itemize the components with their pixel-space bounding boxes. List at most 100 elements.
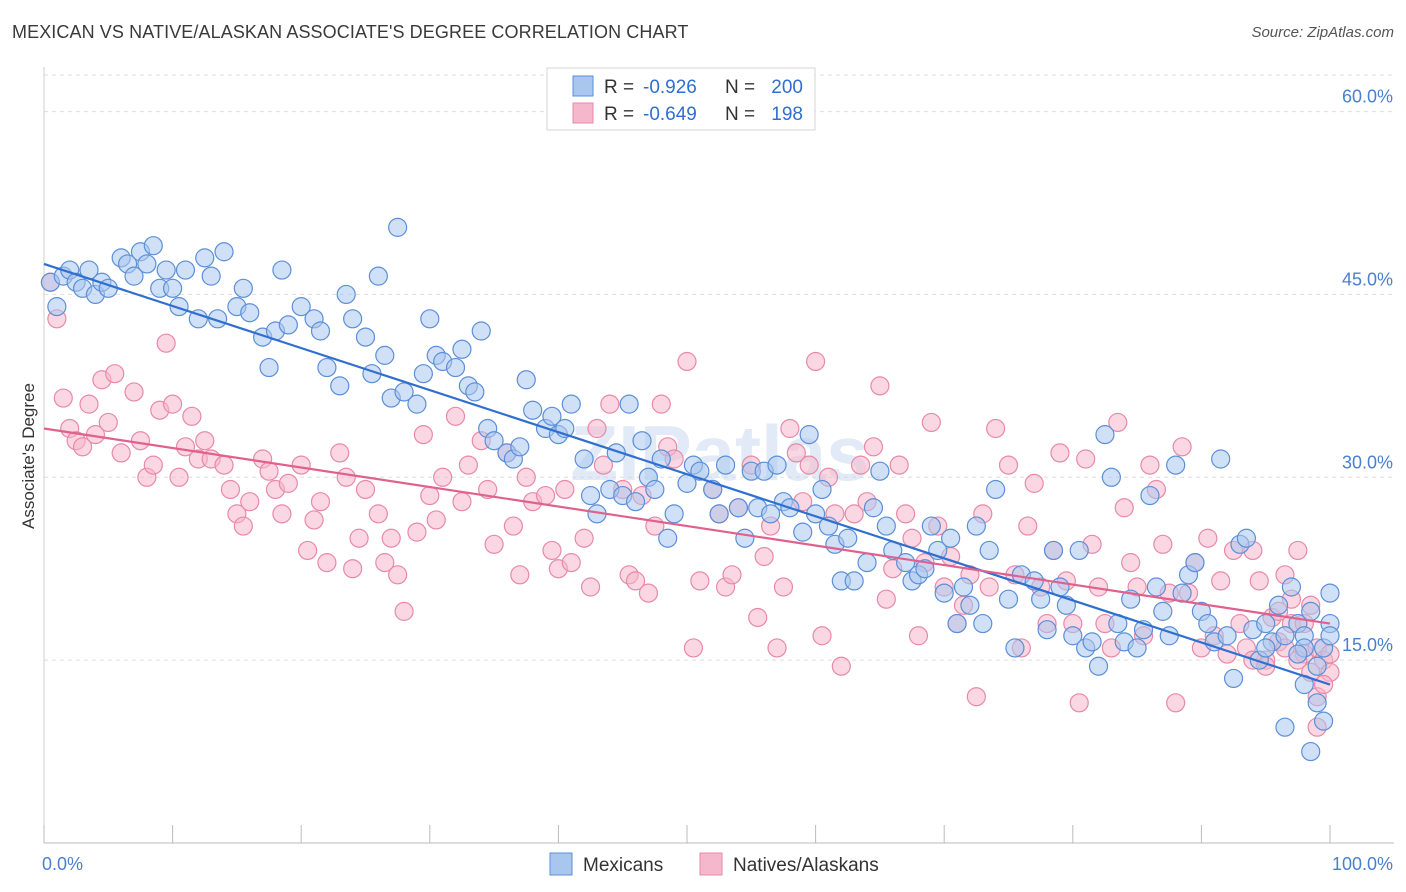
mexicans-point (240, 303, 260, 323)
mexicans-point (291, 297, 311, 317)
natives-point (182, 406, 202, 426)
mexicans-point (330, 376, 350, 396)
mexicans-point (561, 394, 581, 414)
natives-point (1069, 693, 1089, 713)
mexicans-point (1037, 620, 1057, 640)
natives-point (876, 589, 896, 609)
natives-point (542, 540, 562, 561)
natives-point (407, 522, 427, 542)
mexicans-point (1223, 668, 1244, 689)
mexicans-point (156, 260, 176, 280)
mexicans-point (953, 577, 974, 597)
mexicans-point (998, 589, 1019, 609)
natives-point (844, 504, 864, 524)
mexicans-point (664, 504, 684, 524)
natives-point (445, 406, 466, 426)
natives-point (458, 455, 478, 475)
natives-point (786, 443, 806, 463)
mexicans-point (812, 479, 832, 500)
mexicans-point (272, 260, 292, 280)
mexicans-point (1088, 656, 1109, 676)
natives-point (343, 559, 363, 579)
natives-point (1153, 534, 1173, 554)
legend-n-value: 198 (771, 104, 803, 125)
natives-point (130, 431, 151, 451)
mexicans-point (1275, 717, 1295, 737)
natives-point (143, 455, 163, 475)
x-tick-label: 100.0% (1332, 854, 1393, 874)
x-tick-label: 0.0% (42, 854, 83, 874)
mexicans-point (1211, 449, 1231, 469)
mexicans-point (1320, 626, 1340, 646)
natives-point (355, 479, 376, 500)
natives-point (1114, 498, 1134, 518)
mexicans-point (233, 278, 253, 298)
natives-point (1018, 516, 1038, 536)
mexicans-point (876, 516, 896, 536)
natives-point (388, 565, 408, 585)
mexicans-point (1236, 528, 1257, 548)
chart-title: MEXICAN VS NATIVE/ALASKAN ASSOCIATE'S DE… (12, 22, 689, 42)
natives-point (966, 687, 986, 707)
trend-layer (43, 262, 1331, 686)
mexicans-point (1069, 540, 1089, 561)
mexicans-point (343, 309, 363, 329)
natives-point (1249, 571, 1269, 591)
mexicans-point (188, 309, 208, 329)
axes-layer: 15.0% 30.0% 45.0% 60.0% 0.0% 100.0% (42, 67, 1394, 874)
mexicans-point (760, 504, 781, 524)
mexicans-point (580, 485, 601, 506)
mexicans-point (625, 492, 646, 512)
natives-trend-line (43, 427, 1331, 625)
mexicans-point (1313, 711, 1334, 731)
natives-point (805, 351, 826, 372)
natives-point (503, 516, 523, 536)
natives-point (1288, 540, 1308, 561)
mexicans-point (1185, 553, 1205, 573)
mexicans-point (1301, 601, 1321, 621)
natives-point (863, 437, 884, 457)
source-credit: Source: ZipAtlas.com (1251, 24, 1394, 41)
mexicans-point (1256, 638, 1276, 658)
natives-point (986, 418, 1006, 439)
natives-point (349, 528, 369, 548)
natives-point (1108, 412, 1128, 433)
natives-point (124, 382, 144, 402)
mexicans-point (1127, 638, 1147, 658)
natives-point (1024, 473, 1044, 493)
legend-r-label: R = (604, 77, 634, 98)
natives-point (812, 626, 832, 646)
natives-point (452, 492, 472, 512)
natives-point (278, 473, 298, 493)
natives-point (889, 455, 909, 475)
mexicans-point (767, 455, 787, 475)
natives-point (111, 443, 131, 463)
natives-point (233, 516, 253, 536)
natives-point (767, 638, 787, 658)
mexicans-point (1256, 613, 1276, 634)
mexicans-point (1217, 626, 1237, 646)
natives-point (291, 455, 311, 475)
bottom-legend: Mexicans Natives/Alaskans (549, 852, 879, 876)
mexicans-point (870, 461, 890, 481)
mexicans-point (947, 613, 967, 634)
mexicans-point (175, 260, 196, 280)
natives-point (1121, 553, 1141, 573)
mexicans-point (214, 242, 234, 262)
mexicans-point (844, 571, 864, 591)
natives-point (310, 492, 331, 512)
natives-point (298, 540, 318, 561)
natives-point (272, 504, 292, 524)
mexicans-point (452, 339, 472, 359)
mexicans-point (735, 528, 755, 548)
natives-point (1166, 693, 1186, 713)
legend-swatch (572, 75, 594, 97)
natives-point (79, 394, 99, 414)
natives-point (593, 455, 614, 475)
legend-r-label: R = (604, 104, 634, 125)
legend-n-value: 200 (771, 77, 803, 98)
mexicans-point (317, 357, 337, 378)
natives-point (98, 412, 118, 433)
mexicans-point (413, 364, 433, 384)
